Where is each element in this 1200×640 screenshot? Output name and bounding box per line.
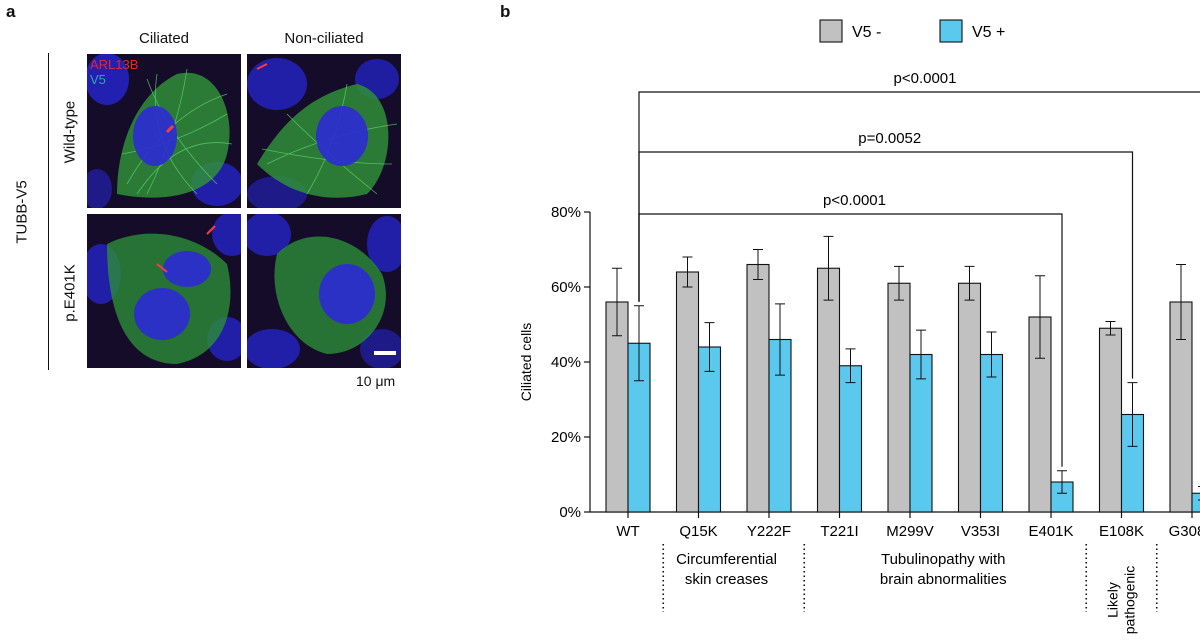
group-label: Likelypathogenic — [1105, 566, 1138, 635]
group-label-line: Tubulinopathy with — [881, 551, 1006, 568]
x-tick-label: T221I — [820, 523, 858, 540]
group-label-line: Circumferential — [676, 551, 777, 568]
bar-m299v-v5-minus — [887, 282, 911, 513]
significance-label: p<0.0001 — [823, 192, 886, 209]
legend-label-v5-plus: V5 + — [972, 24, 1005, 41]
x-tick-label: E108K — [1099, 523, 1144, 540]
y-tick-label: 0% — [559, 504, 581, 521]
column-header-ciliated: Ciliated — [138, 30, 190, 47]
legend-swatch-v5-minus — [819, 19, 843, 43]
y-tick-label: 60% — [551, 279, 581, 296]
bar-t221i-v5-minus — [816, 267, 841, 513]
x-tick-label: M299V — [886, 523, 934, 540]
stain-label-v5: V5 — [90, 72, 106, 87]
x-tick-label: Y222F — [747, 523, 791, 540]
legend-label-v5-minus: V5 - — [852, 24, 881, 41]
group-label-line: Likely — [1105, 582, 1121, 618]
legend-swatch-v5-plus — [939, 19, 963, 43]
x-tick-label: G308S — [1169, 523, 1200, 540]
bar-y222f-v5-minus — [746, 263, 770, 513]
y-tick-label: 80% — [551, 204, 581, 221]
bar-q15k-v5-minus — [675, 271, 700, 513]
significance-bracket — [638, 151, 1134, 379]
group-label-line: brain abnormalities — [880, 571, 1007, 588]
x-tick-label: E401K — [1028, 523, 1073, 540]
bar-v353i-v5-plus — [979, 353, 1004, 513]
scale-bar-label: 10 μm — [356, 373, 396, 389]
panel-a-letter: a — [6, 2, 16, 21]
stain-label-arl13b: ARL13B — [90, 57, 139, 72]
micrograph-e401k-non-ciliated — [247, 214, 401, 368]
micrograph-wt-ciliated — [87, 54, 241, 208]
panel-b-letter: b — [500, 2, 511, 21]
significance-bracket — [638, 213, 1063, 467]
x-tick-label: Q15K — [679, 523, 717, 540]
micrograph-e401k-ciliated — [87, 214, 241, 368]
micrograph-wt-non-ciliated — [247, 54, 401, 208]
y-tick-label: 40% — [551, 354, 581, 371]
x-tick-label: WT — [616, 523, 639, 540]
significance-label: p=0.0052 — [858, 130, 921, 147]
y-axis-label: Ciliated cells — [518, 323, 534, 402]
significance-label: p<0.0001 — [894, 70, 957, 87]
bar-v353i-v5-minus — [957, 282, 982, 513]
bar-g308s-v5-plus — [1191, 492, 1200, 513]
group-label-line: skin creases — [685, 571, 768, 588]
scale-bar — [374, 351, 396, 355]
bar-e108k-v5-minus — [1098, 327, 1123, 513]
y-tick-label: 20% — [551, 429, 581, 446]
bar-t221i-v5-plus — [838, 365, 863, 513]
group-label-line: pathogenic — [1122, 566, 1138, 635]
x-tick-label: V353I — [961, 523, 1000, 540]
group-divider-line — [48, 53, 49, 370]
column-header-non-ciliated: Non-ciliated — [284, 30, 364, 47]
